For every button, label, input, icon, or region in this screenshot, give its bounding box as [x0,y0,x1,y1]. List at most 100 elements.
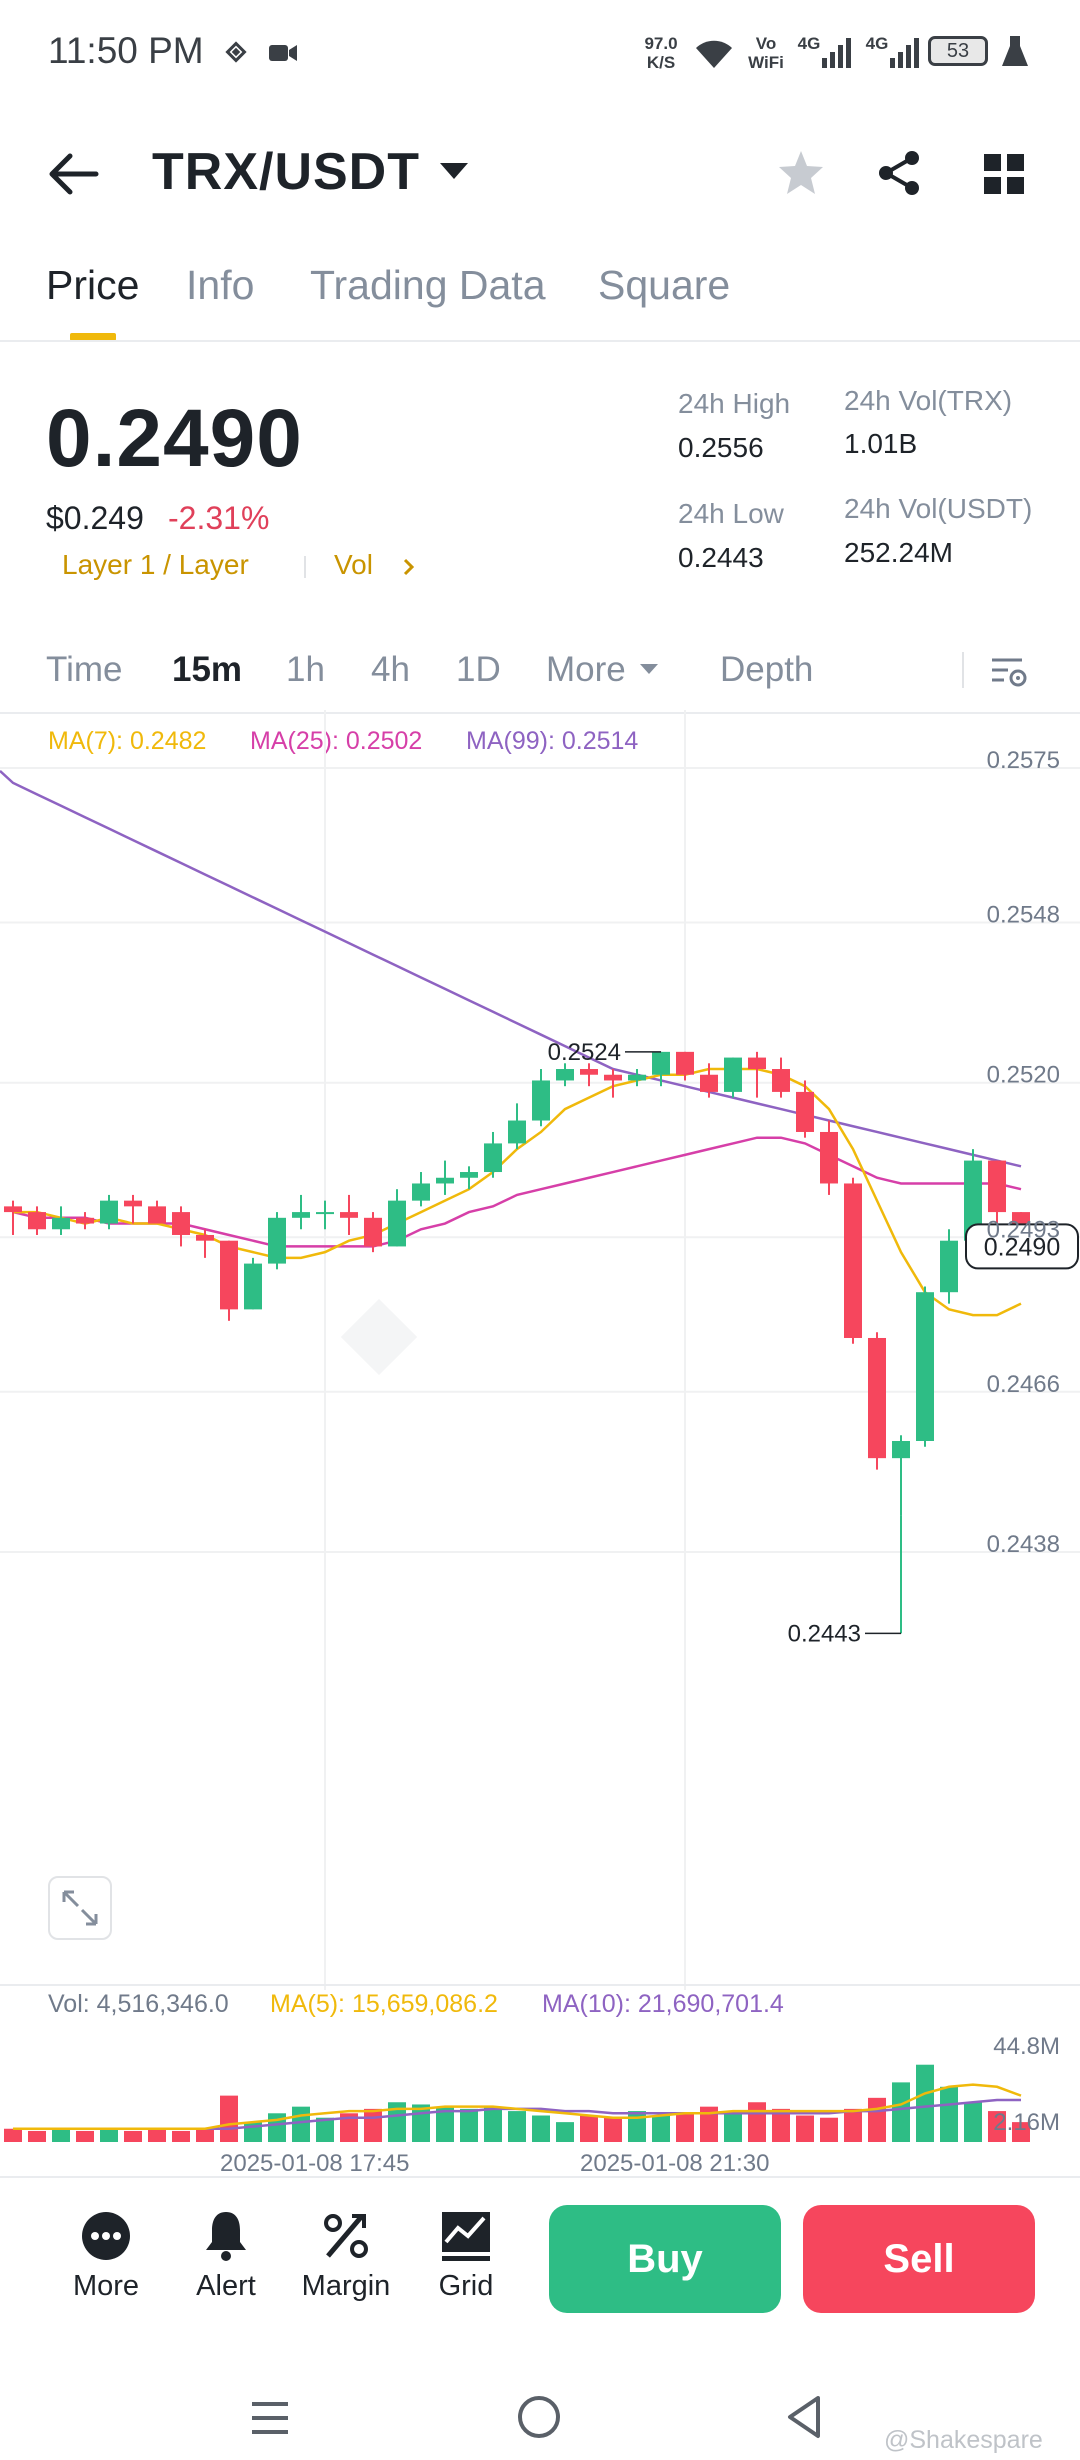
alert-label[interactable]: Alert [196,2270,256,2302]
share-icon[interactable] [874,148,924,198]
volume-bar [172,2130,190,2142]
candle-body [460,1172,478,1178]
chevron-right-icon[interactable] [402,556,416,578]
volume-bar [556,2122,574,2142]
candle-body [556,1069,574,1081]
category-tag[interactable]: Layer 1 / Layer [62,549,249,580]
volume-bar [76,2130,94,2142]
interval-more[interactable]: More [546,650,626,689]
candle-body [148,1206,166,1224]
candle-body [796,1091,814,1132]
interval-4h[interactable]: 4h [371,650,410,689]
volume-bar [436,2106,454,2142]
candle [28,1206,46,1235]
interval-1h[interactable]: 1h [286,650,325,689]
tab-square[interactable]: Square [598,262,731,308]
volume-divider [0,1984,1080,1986]
tab-trading-data[interactable]: Trading Data [310,262,546,308]
volume-chart: 44.8M 2.16M [4,2033,1060,2142]
volume-bar [340,2113,358,2142]
grid-bot-icon[interactable] [438,2208,494,2264]
home-icon[interactable] [516,2394,562,2440]
recent-apps-icon[interactable] [248,2396,292,2440]
candle [436,1160,454,1195]
y-axis-label: 0.2493 [987,1216,1060,1243]
price-change-percent: -2.31% [168,500,270,536]
volume-bar [940,2086,958,2142]
back-nav-icon[interactable] [784,2394,824,2440]
volume-bar [484,2106,502,2142]
x-axis-label-2: 2025-01-08 21:30 [580,2150,770,2177]
interval-time[interactable]: Time [46,650,123,689]
usd-price: $0.249 [46,500,144,536]
back-arrow-icon[interactable] [48,148,100,200]
tab-info[interactable]: Info [186,262,255,308]
alert-bell-icon[interactable] [198,2208,254,2264]
volume-bar [676,2113,694,2142]
watermark-text: @Shakespare [884,2426,1043,2454]
candle-body [4,1206,22,1213]
more-label[interactable]: More [72,2270,140,2302]
volume-bar [292,2106,310,2142]
favorite-star-icon[interactable] [776,148,826,198]
low-marker-label: 0.2443 [788,1620,861,1647]
candle-body [268,1217,286,1264]
candle-body [532,1080,550,1121]
interval-1d[interactable]: 1D [456,650,501,689]
vol-trx-label: 24h Vol(TRX) [844,385,1013,416]
candle [460,1166,478,1190]
candle-body [676,1051,694,1075]
candle-body [700,1074,718,1092]
candle-body [388,1200,406,1247]
candle [820,1120,838,1195]
y-axis-label: 0.2520 [987,1062,1060,1089]
candle-body [964,1160,982,1241]
candle [148,1200,166,1224]
chart-settings-icon[interactable] [988,652,1028,692]
more-icon[interactable] [78,2208,134,2264]
candle [100,1194,118,1230]
candle-body [316,1212,334,1215]
tab-price[interactable]: Price [46,262,140,308]
candle [892,1435,910,1516]
volume-bar [892,2082,910,2142]
candle [652,1051,670,1087]
candle [628,1069,646,1087]
candle-body [724,1057,742,1092]
buy-button[interactable]: Buy [549,2205,781,2313]
margin-percent-icon[interactable] [318,2208,374,2264]
candle-body [628,1074,646,1081]
candle-body [844,1183,862,1338]
sim1-network: 4G [797,34,821,53]
pair-title[interactable]: TRX/USDT [152,143,420,201]
volume-bar [580,2115,598,2142]
pair-dropdown-icon[interactable] [440,163,468,179]
candle [532,1069,550,1127]
candle [292,1194,310,1230]
y-axis-label: 0.2575 [987,747,1060,774]
expand-chart-button[interactable] [48,1876,112,1940]
candle-body [892,1440,910,1459]
interval-15m[interactable]: 15m [172,650,243,689]
grid-label[interactable]: Grid [438,2270,494,2302]
volume-ma10-legend: MA(10): 21,690,701.4 [542,1990,784,2018]
candlestick-chart[interactable]: 0.2524 0.2443 0.2490 0.2575 0.2548 0.2520 0.2… [0,710,1080,1990]
low-label: 24h Low [678,498,784,529]
candle [844,1177,862,1344]
volume-bar [220,2095,238,2142]
y-axis-label: 0.2548 [987,902,1060,929]
volume-bar [604,2117,622,2142]
margin-label[interactable]: Margin [301,2270,391,2302]
ma99-line [0,769,1022,1168]
low-value: 0.2443 [678,542,764,573]
grid-menu-icon[interactable] [982,152,1026,196]
volume-axis-label: 2.16M [993,2109,1060,2136]
more-dropdown-icon[interactable] [640,664,658,674]
binance-watermark [340,1298,418,1376]
candle-body [52,1217,70,1230]
interval-depth[interactable]: Depth [720,650,814,689]
candle [364,1212,382,1253]
vol-tag[interactable]: Vol [334,549,373,580]
sell-button[interactable]: Sell [803,2205,1035,2313]
volume-legend: Vol: 4,516,346.0 [48,1990,229,2018]
